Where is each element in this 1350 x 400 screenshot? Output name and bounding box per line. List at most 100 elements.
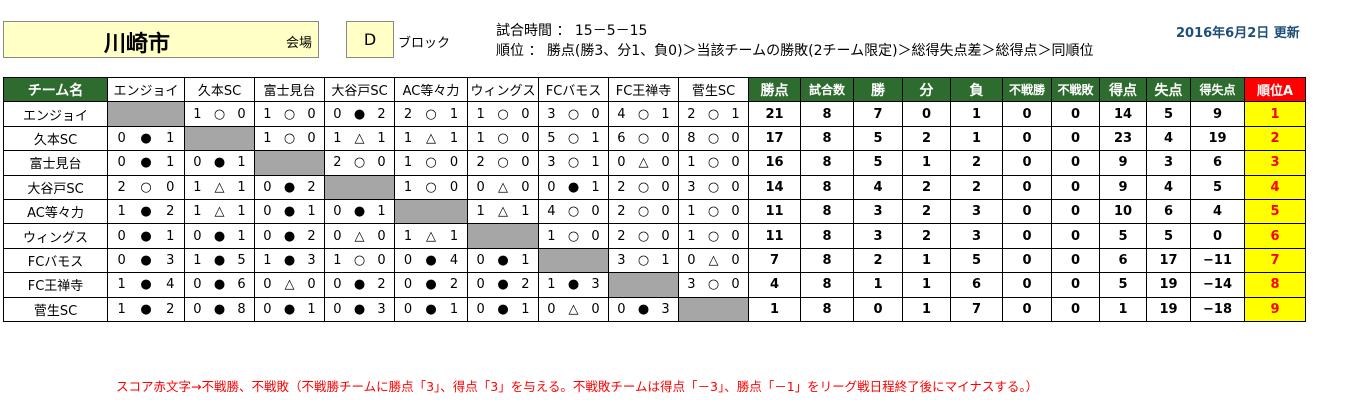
- stat-value: 5: [853, 125, 903, 152]
- result-mark: ○: [213, 106, 226, 122]
- match-result: 0 △ 0: [678, 247, 749, 274]
- match-result: 1 ○ 0: [678, 150, 749, 176]
- goal-count: 0: [731, 179, 740, 195]
- match-result: 1 ○ 0: [184, 101, 255, 127]
- team-name: 大谷戸SC: [3, 174, 108, 200]
- match-result: 0 ● 1: [184, 223, 255, 249]
- match-result: 1 △ 1: [394, 125, 468, 152]
- goal-count: 1: [166, 155, 175, 171]
- goal-count: 0: [661, 130, 670, 146]
- goal-count: 0: [617, 301, 626, 317]
- stat-value: 8: [800, 174, 854, 200]
- stat-header: 不戦敗: [1051, 76, 1100, 103]
- team-name: 久本SC: [3, 125, 108, 152]
- stat-value: 3: [1146, 150, 1191, 176]
- match-result: 1 ○ 0: [254, 101, 325, 127]
- result-mark: ●: [353, 106, 366, 122]
- team-name: 富士見台: [3, 150, 108, 176]
- goal-count: 1: [403, 130, 413, 146]
- goal-count: 2: [476, 155, 485, 171]
- goal-count: 0: [333, 204, 342, 220]
- result-mark: ○: [497, 130, 509, 146]
- match-result: 2 ○ 0: [608, 223, 679, 249]
- match-result: 0 ● 2: [324, 272, 395, 298]
- stat-value: 6: [950, 272, 1003, 298]
- goal-count: 0: [661, 155, 670, 171]
- stat-value: 3: [950, 223, 1003, 249]
- stat-value: 1: [902, 150, 951, 176]
- goal-count: 0: [591, 228, 600, 244]
- result-mark: ○: [707, 155, 720, 171]
- venue-label: 会場: [286, 36, 313, 51]
- stat-value: 1: [950, 101, 1003, 127]
- stat-value: 9: [1099, 174, 1147, 200]
- stat-value: 2: [902, 198, 951, 225]
- result-mark: ●: [213, 228, 226, 244]
- stat-value: 19: [1146, 296, 1191, 322]
- stat-value: 9: [1190, 101, 1245, 127]
- result-mark: ○: [567, 155, 580, 171]
- goal-count: 0: [476, 179, 485, 195]
- opponent-header: 富士見台: [254, 76, 325, 103]
- goal-count: 0: [166, 179, 175, 195]
- match-result: 2 ○ 0: [107, 174, 185, 200]
- rank-value: 4: [1244, 174, 1306, 200]
- goal-count: 0: [307, 106, 316, 122]
- stat-value: 8: [800, 296, 854, 322]
- goal-count: 1: [547, 277, 556, 293]
- match-result: 0 ● 1: [184, 150, 255, 176]
- stat-header: 勝: [853, 76, 903, 103]
- stat-value: 7: [950, 296, 1003, 322]
- stat-header: 勝点: [748, 76, 801, 103]
- stat-value: 6: [1146, 198, 1191, 225]
- goal-count: 0: [263, 228, 272, 244]
- goal-count: 3: [377, 301, 386, 317]
- result-mark: ○: [707, 179, 720, 195]
- goal-count: 1: [237, 228, 246, 244]
- team-name: ウィングス: [3, 223, 108, 249]
- stat-value: 4: [1146, 125, 1191, 152]
- goal-count: 1: [193, 106, 202, 122]
- goal-count: 0: [687, 252, 696, 268]
- match-result: 6 ○ 0: [608, 125, 679, 152]
- stat-value: 1: [902, 296, 951, 322]
- match-result: 1 ● 2: [107, 296, 185, 322]
- rank-value: 3: [1244, 150, 1306, 176]
- match-result: 0 ● 3: [107, 247, 185, 274]
- table-row: 久本SC 0 ● 1 1 ○ 0 1 △ 1 1 △ 1 1 ○ 0 5 ○ 1 6 ○ 0 8 ○ 0 17 8 5 2 1 0 0 23 4 1…: [3, 125, 1306, 152]
- table-row: 富士見台 0 ● 1 0 ● 1 2 ○ 0 1 ○ 0 2 ○ 0 3 ○ 1 0 △ 0 1 ○ 0 16 8 5 1 2 0 0 9 3 6 3: [3, 150, 1306, 176]
- match-result: 3 ○ 0: [538, 101, 609, 127]
- league-table: チーム名 エンジョイ 久本SC 富士見台 大谷戸SC AC等々力 ウィングス F…: [3, 76, 1306, 322]
- goal-count: 1: [547, 228, 556, 244]
- goal-count: 0: [547, 301, 556, 317]
- goal-count: 1: [591, 130, 600, 146]
- result-mark: ○: [425, 155, 437, 171]
- goal-count: 2: [166, 301, 175, 317]
- result-mark: ●: [140, 204, 152, 220]
- result-mark: ●: [353, 301, 366, 317]
- match-result: 2 ○ 1: [394, 101, 468, 127]
- goal-count: 0: [117, 130, 126, 146]
- rank-value: 8: [1244, 272, 1306, 298]
- goal-count: 3: [661, 301, 670, 317]
- goal-count: 1: [237, 179, 246, 195]
- goal-count: 1: [661, 106, 670, 122]
- stat-value: 0: [1051, 125, 1100, 152]
- goal-count: 2: [307, 179, 316, 195]
- rank-value: 7: [1244, 247, 1306, 274]
- result-mark: ○: [425, 179, 437, 195]
- stat-value: 4: [1146, 174, 1191, 200]
- goal-count: 3: [687, 179, 696, 195]
- goal-count: 1: [166, 228, 175, 244]
- goal-count: 1: [661, 252, 670, 268]
- goal-count: 0: [117, 155, 126, 171]
- match-result: 8 ○ 0: [678, 125, 749, 152]
- result-mark: ●: [353, 277, 366, 293]
- goal-count: 0: [731, 204, 740, 220]
- stat-header: 得失点: [1190, 76, 1245, 103]
- goal-count: 0: [403, 252, 413, 268]
- goal-count: 0: [476, 301, 485, 317]
- table-row: エンジョイ 1 ○ 0 1 ○ 0 0 ● 2 2 ○ 1 1 ○ 0 3 ○ 0 4 ○ 1 2 ○ 1 21 8 7 0 1 0 0 14 5…: [3, 101, 1306, 127]
- table-body: エンジョイ 1 ○ 0 1 ○ 0 0 ● 2 2 ○ 1 1 ○ 0 3 ○ 0 4 ○ 1 2 ○ 1 21 8 7 0 1 0 0 14 5…: [3, 101, 1306, 322]
- match-result: 3 ○ 1: [608, 247, 679, 274]
